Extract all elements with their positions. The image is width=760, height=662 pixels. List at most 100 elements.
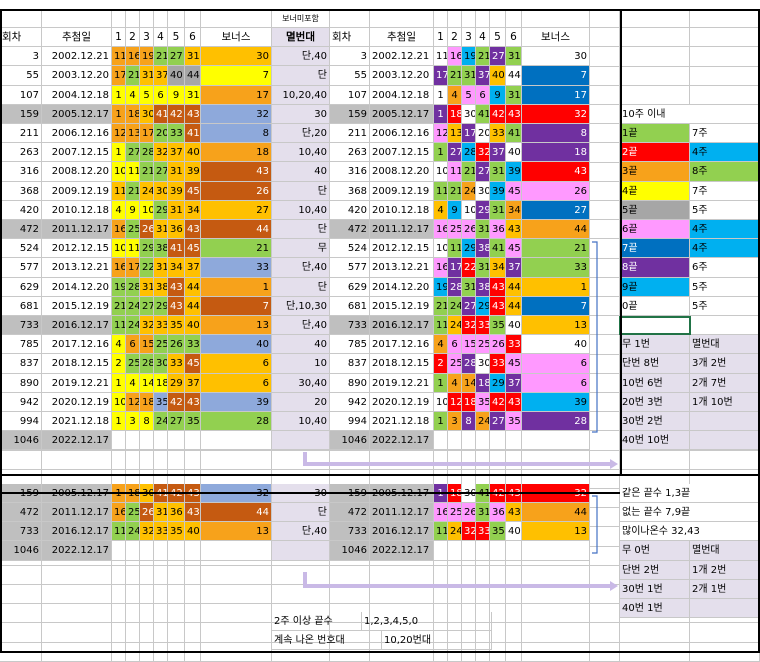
date-cell[interactable]: 2004.12.18 — [42, 85, 112, 105]
number-cell[interactable]: 11 — [434, 47, 448, 67]
number-cell[interactable]: 35 — [168, 316, 185, 336]
number-cell[interactable]: 38 — [154, 277, 168, 297]
number-cell[interactable]: 44 — [506, 277, 522, 297]
bonus-cell[interactable]: 39 — [201, 392, 272, 412]
grid-cell[interactable] — [462, 623, 476, 643]
number-cell[interactable]: 18 — [126, 483, 140, 503]
grid-cell[interactable] — [330, 9, 370, 29]
number-cell[interactable]: 43 — [185, 392, 201, 412]
grid-cell[interactable] — [0, 565, 42, 585]
number-cell[interactable]: 33 — [490, 354, 506, 374]
grid-cell[interactable] — [620, 316, 690, 336]
legend-weeks[interactable]: 8주 — [690, 162, 760, 182]
number-cell[interactable]: 21 — [448, 181, 462, 201]
grid-cell[interactable] — [620, 623, 690, 643]
number-cell[interactable]: 12 — [448, 392, 462, 412]
myeol-band-cell[interactable]: 20 — [272, 392, 330, 412]
date-cell[interactable]: 2005.12.17 — [370, 483, 434, 503]
grid-cell[interactable] — [330, 565, 370, 585]
date-cell[interactable]: 2017.12.16 — [370, 335, 434, 355]
round-cell[interactable]: 211 — [0, 124, 42, 144]
number-cell[interactable]: 29 — [476, 296, 490, 316]
number-cell[interactable]: 41 — [185, 124, 201, 144]
number-cell[interactable]: 31 — [185, 85, 201, 105]
grid-cell[interactable] — [154, 623, 168, 643]
number-cell[interactable]: 41 — [476, 104, 490, 124]
grid-cell[interactable] — [590, 124, 620, 144]
myeol-band-cell[interactable]: 단,40 — [272, 258, 330, 278]
date-cell[interactable]: 2021.12.18 — [370, 412, 434, 432]
round-cell[interactable]: 733 — [330, 316, 370, 336]
number-cell[interactable]: 11 — [112, 522, 126, 542]
grid-cell[interactable] — [140, 585, 154, 605]
date-cell[interactable]: 2007.12.15 — [42, 143, 112, 163]
number-cell[interactable]: 11 — [434, 181, 448, 201]
number-cell[interactable]: 24 — [126, 296, 140, 316]
round-cell[interactable]: 159 — [330, 483, 370, 503]
grid-cell[interactable] — [140, 9, 154, 29]
bonus-cell[interactable]: 18 — [522, 143, 590, 163]
number-cell[interactable]: 27 — [154, 162, 168, 182]
grid-cell[interactable] — [506, 565, 522, 585]
round-cell[interactable]: 3 — [330, 47, 370, 67]
bonus-cell[interactable]: 7 — [201, 296, 272, 316]
number-cell[interactable]: 11 — [448, 162, 462, 182]
bonus-cell[interactable]: 26 — [522, 181, 590, 201]
note-cell[interactable]: 많이나온수 32,43 — [620, 522, 760, 542]
grid-cell[interactable] — [0, 604, 42, 624]
bonus-cell[interactable]: 7 — [522, 296, 590, 316]
grid-cell[interactable] — [126, 450, 140, 470]
number-cell[interactable]: 29 — [490, 373, 506, 393]
myeol-band-cell[interactable]: 무 — [272, 239, 330, 259]
number-cell[interactable]: 28 — [448, 277, 462, 297]
grid-cell[interactable] — [590, 297, 620, 317]
number-cell[interactable]: 26 — [462, 220, 476, 240]
number-cell[interactable]: 31 — [140, 66, 154, 86]
grid-cell[interactable] — [168, 9, 185, 29]
grid-cell[interactable] — [126, 565, 140, 585]
grid-cell[interactable] — [590, 105, 620, 125]
bonus-cell[interactable]: 8 — [522, 124, 590, 144]
footer-value[interactable]: 1,2,3,4,5,0 — [362, 612, 492, 632]
number-cell[interactable]: 24 — [448, 522, 462, 542]
column-header[interactable]: 6 — [185, 28, 201, 48]
number-cell[interactable]: 5 — [140, 85, 154, 105]
grid-cell[interactable] — [370, 604, 434, 624]
number-cell[interactable] — [140, 541, 154, 561]
number-cell[interactable] — [506, 541, 522, 561]
legend-weeks[interactable]: 7주 — [690, 181, 760, 201]
number-cell[interactable]: 18 — [448, 483, 462, 503]
grid-cell[interactable] — [522, 450, 590, 470]
grid-cell[interactable] — [620, 66, 690, 86]
number-cell[interactable]: 37 — [490, 143, 506, 163]
myeol-band-cell[interactable]: 단,40 — [272, 316, 330, 336]
grid-cell[interactable] — [590, 201, 620, 221]
grid-cell[interactable] — [272, 604, 330, 624]
grid-cell[interactable] — [590, 623, 620, 643]
number-cell[interactable]: 43 — [506, 503, 522, 523]
round-cell[interactable]: 629 — [330, 277, 370, 297]
number-cell[interactable]: 3 — [448, 412, 462, 432]
number-cell[interactable]: 21 — [126, 181, 140, 201]
grid-cell[interactable] — [112, 450, 126, 470]
bonus-cell[interactable]: 40 — [201, 335, 272, 355]
number-cell[interactable]: 26 — [140, 503, 154, 523]
number-cell[interactable]: 32 — [140, 522, 154, 542]
number-cell[interactable]: 31 — [506, 85, 522, 105]
number-cell[interactable]: 21 — [140, 162, 154, 182]
round-cell[interactable]: 785 — [330, 335, 370, 355]
grid-cell[interactable] — [490, 9, 506, 29]
grid-cell[interactable] — [330, 585, 370, 605]
grid-cell[interactable] — [490, 604, 506, 624]
number-cell[interactable]: 38 — [476, 277, 490, 297]
myeol-band-cell[interactable]: 10,40 — [272, 412, 330, 432]
grid-cell[interactable] — [590, 47, 620, 67]
number-cell[interactable]: 6 — [154, 85, 168, 105]
legend-ending-label[interactable]: 5끝 — [620, 200, 690, 220]
grid-cell[interactable] — [620, 9, 690, 29]
number-cell[interactable]: 2 — [434, 354, 448, 374]
number-cell[interactable]: 31 — [490, 200, 506, 220]
column-header[interactable]: 5 — [490, 28, 506, 48]
number-cell[interactable]: 6 — [476, 85, 490, 105]
legend-ending-label[interactable]: 9끝 — [620, 277, 690, 297]
